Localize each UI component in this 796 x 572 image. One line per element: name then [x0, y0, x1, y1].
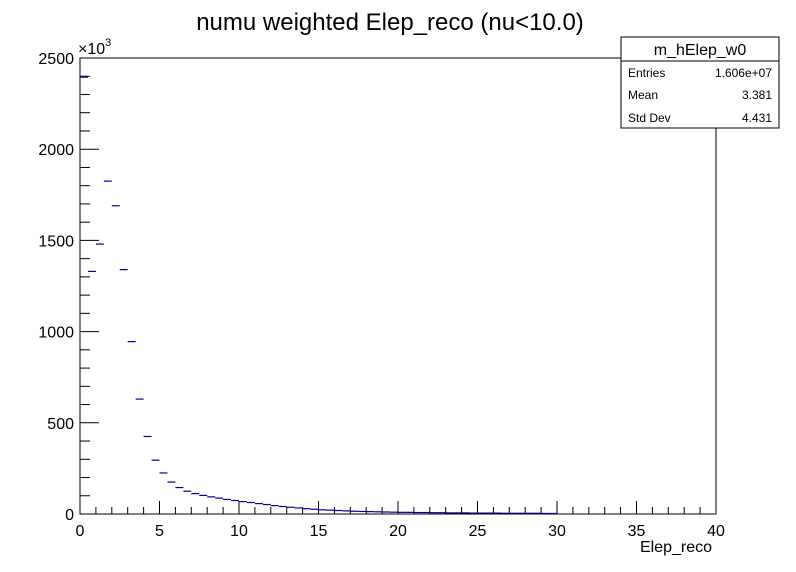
chart-title: numu weighted Elep_reco (nu<10.0) [196, 9, 584, 36]
x-tick-label: 20 [389, 523, 407, 540]
stats-mean-value: 3.381 [742, 88, 772, 102]
x-tick-label: 35 [628, 523, 646, 540]
x-tick-label: 0 [76, 523, 85, 540]
y-tick-label: 2000 [38, 142, 74, 159]
stats-box-name: m_hElep_w0 [654, 42, 747, 59]
x-tick-label: 30 [548, 523, 566, 540]
stats-stddev-value: 4.431 [742, 111, 772, 125]
x-tick-label: 40 [707, 523, 725, 540]
x-tick-label: 10 [230, 523, 248, 540]
x-tick-label: 5 [155, 523, 164, 540]
stats-entries-label: Entries [628, 66, 665, 80]
x-axis: 0 5 10 15 20 25 30 35 40 [76, 501, 725, 540]
x-tick-label: 15 [310, 523, 328, 540]
y-axis: 0 500 1000 1500 2000 2500 [38, 51, 99, 524]
x-axis-label: Elep_reco [640, 539, 712, 556]
y-axis-multiplier-base: ×10 [78, 41, 105, 58]
y-tick-label: 500 [47, 416, 74, 433]
stats-box: m_hElep_w0 Entries 1.606e+07 Mean 3.381 … [620, 36, 780, 129]
stats-stddev-label: Std Dev [628, 111, 671, 125]
y-axis-multiplier: ×103 [78, 37, 111, 58]
stats-entries-value: 1.606e+07 [715, 66, 772, 80]
histogram-bins [80, 76, 557, 515]
stats-box-border [620, 36, 780, 129]
y-tick-label: 2500 [38, 51, 74, 68]
y-tick-label: 1000 [38, 325, 74, 342]
y-tick-label: 0 [65, 507, 74, 524]
y-axis-multiplier-exponent: 3 [105, 37, 111, 49]
y-tick-label: 1500 [38, 233, 74, 250]
stats-mean-label: Mean [628, 88, 658, 102]
x-tick-label: 25 [469, 523, 487, 540]
